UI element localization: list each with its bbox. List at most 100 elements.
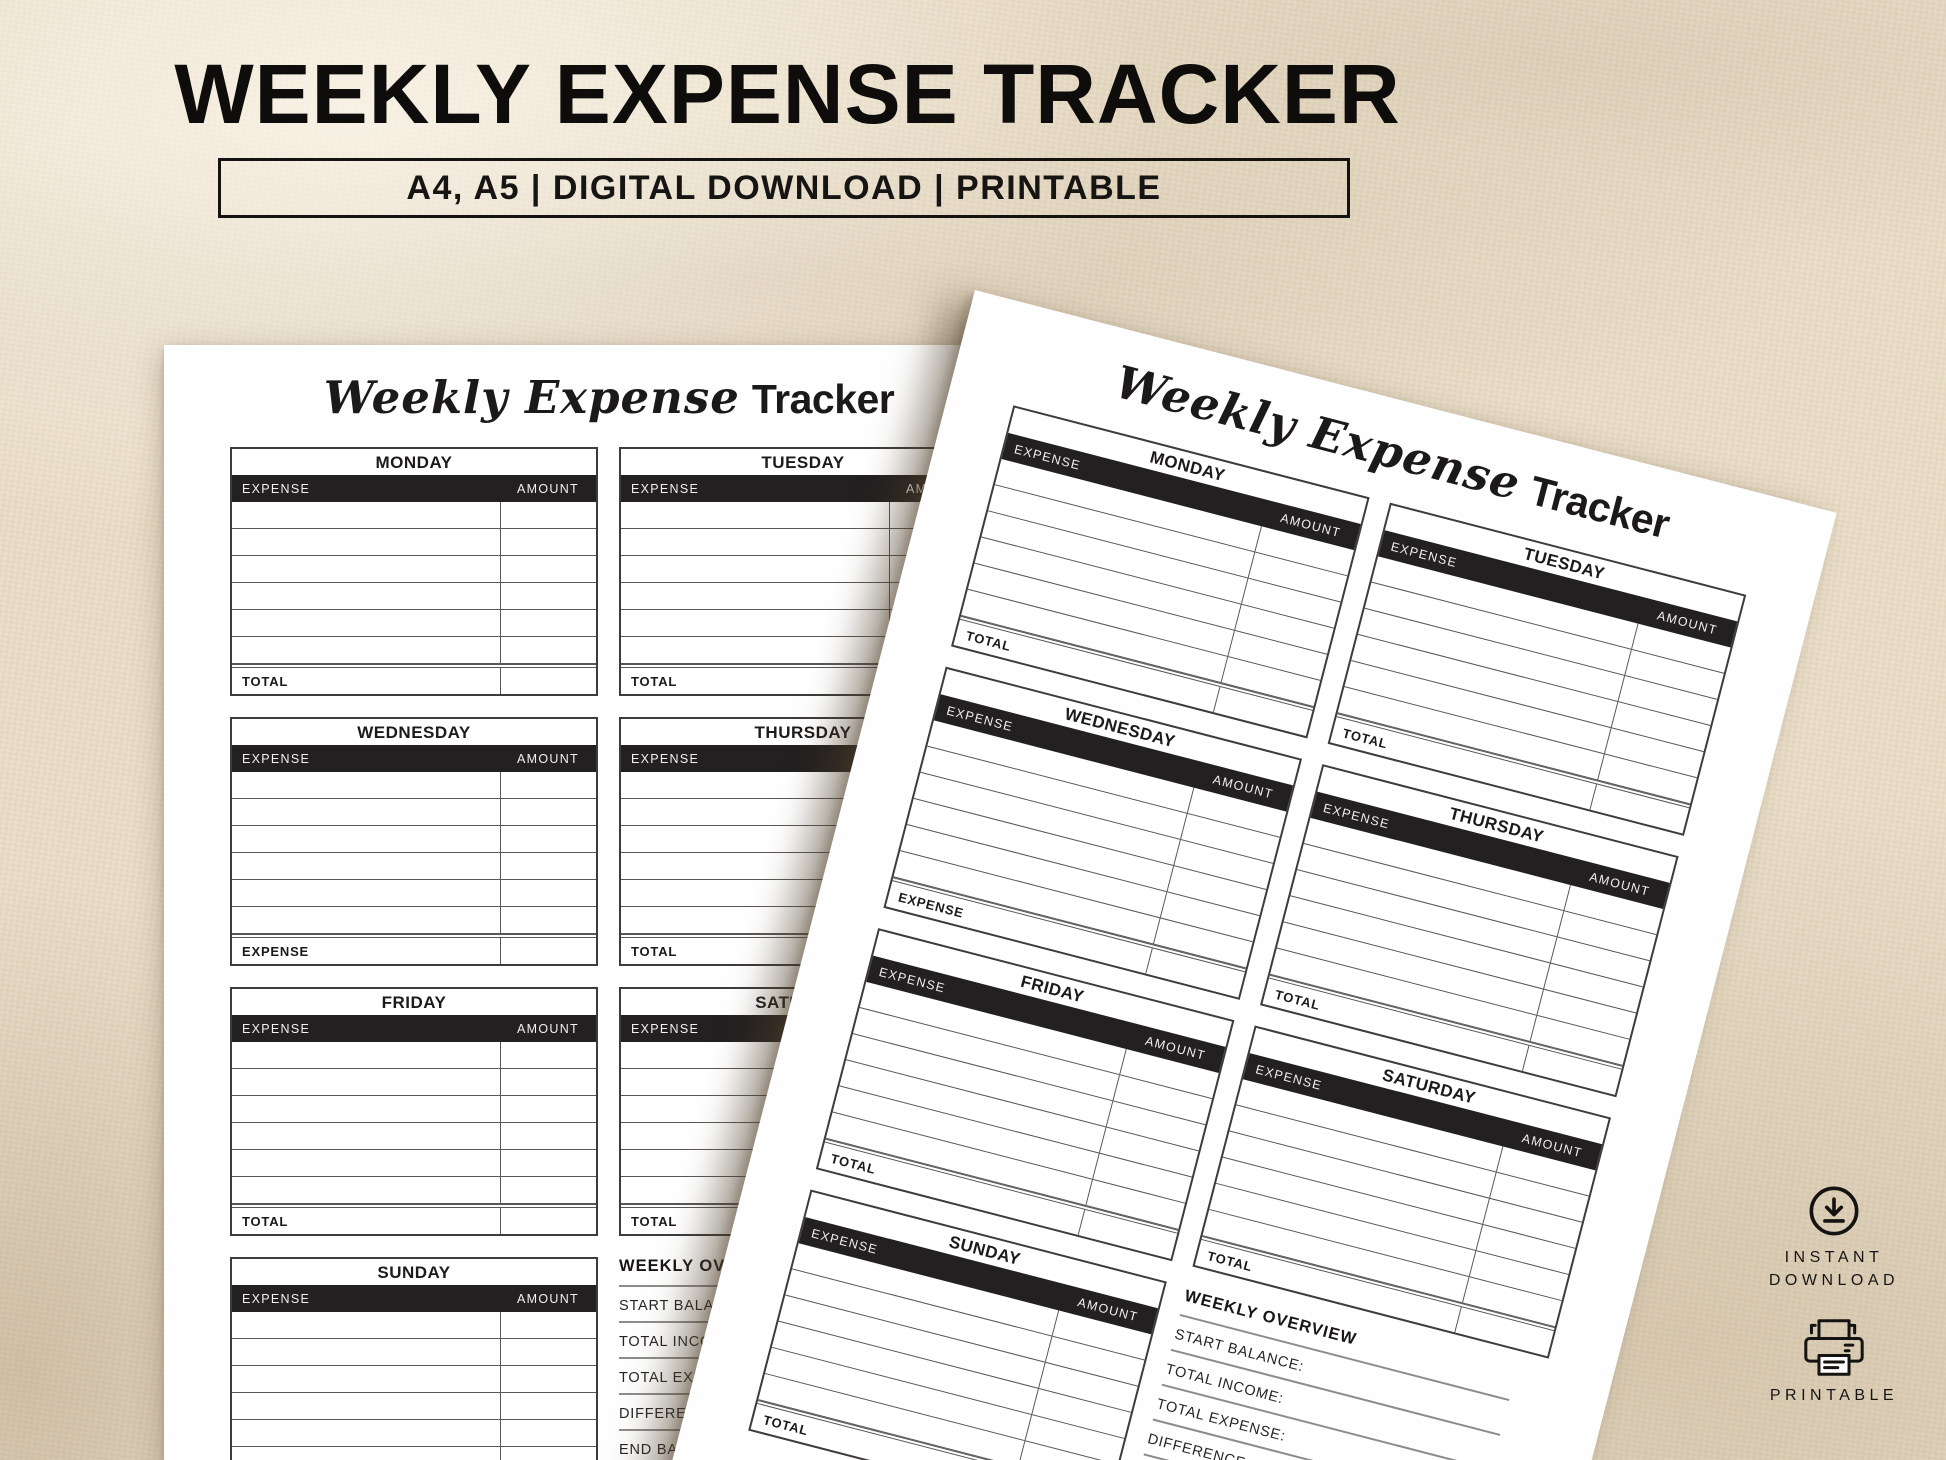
entry-expense-cell	[621, 610, 889, 636]
entry-expense-cell	[232, 1150, 500, 1176]
instant-download-label-line1: INSTANT	[1784, 1249, 1884, 1266]
entry-amount-cell	[500, 1366, 596, 1392]
amount-column-header: AMOUNT	[517, 1021, 579, 1036]
day-table-wednesday: WEDNESDAY EXPENSE AMOUNT EXPENSE	[230, 717, 598, 966]
entry-amount-cell	[500, 502, 596, 528]
expense-column-header: EXPENSE	[631, 751, 700, 766]
amount-column-header: AMOUNT	[517, 751, 579, 766]
entry-row	[232, 826, 596, 853]
entry-amount-cell	[500, 1177, 596, 1203]
sheet-title-bold: Tracker	[751, 376, 895, 422]
entry-row	[232, 907, 596, 934]
entry-amount-cell	[500, 529, 596, 555]
download-circle-icon	[1743, 1182, 1925, 1240]
day-name-label: TUESDAY	[761, 453, 845, 472]
entry-amount-cell	[500, 1420, 596, 1446]
entry-row	[621, 556, 985, 583]
entry-row	[232, 1096, 596, 1123]
entry-row	[621, 583, 985, 610]
entry-amount-cell	[500, 1042, 596, 1068]
sheet-title-script: Weekly Expense	[323, 371, 740, 424]
entry-row	[232, 853, 596, 880]
entry-row	[232, 1312, 596, 1339]
total-row-label: TOTAL	[631, 673, 678, 689]
entry-amount-cell	[500, 556, 596, 582]
entry-expense-cell	[621, 583, 889, 609]
entry-row	[232, 1150, 596, 1177]
entry-amount-cell	[500, 772, 596, 798]
instant-download-label-line2: DOWNLOAD	[1768, 1272, 1900, 1289]
entry-amount-cell	[500, 1312, 596, 1338]
entry-expense-cell	[232, 1393, 500, 1419]
entry-row	[232, 502, 596, 529]
entry-amount-cell	[889, 556, 985, 582]
entry-expense-cell	[232, 907, 500, 933]
entry-expense-cell	[232, 529, 500, 555]
entry-amount-cell	[500, 1150, 596, 1176]
total-amount-cell	[500, 668, 596, 694]
entry-expense-cell	[232, 826, 500, 852]
printable-label: PRINTABLE	[1769, 1387, 1899, 1404]
entry-row	[232, 1339, 596, 1366]
total-row-label: EXPENSE	[242, 943, 310, 959]
page-title: WEEKLY EXPENSE TRACKER	[174, 47, 1401, 141]
expense-column-header: EXPENSE	[242, 1021, 311, 1036]
printer-icon	[1743, 1316, 1925, 1378]
entry-amount-cell	[500, 637, 596, 663]
entry-row	[621, 529, 985, 556]
entry-expense-cell	[232, 1339, 500, 1365]
total-row: EXPENSE	[232, 934, 596, 964]
entry-amount-cell	[500, 583, 596, 609]
format-badge-text: A4, A5 | DIGITAL DOWNLOAD | PRINTABLE	[406, 168, 1162, 207]
entry-amount-cell	[889, 529, 985, 555]
entry-row	[232, 1447, 596, 1460]
entry-expense-cell	[232, 1123, 500, 1149]
entry-amount-cell	[500, 799, 596, 825]
total-amount-cell	[500, 1208, 596, 1234]
day-table-monday: MONDAY EXPENSE AMOUNT TOTAL	[230, 447, 598, 696]
entry-row	[232, 772, 596, 799]
entry-row	[232, 637, 596, 664]
column-header-bar: EXPENSE AMOUNT	[232, 1285, 596, 1312]
entry-amount-cell	[500, 1393, 596, 1419]
entry-amount-cell	[500, 1339, 596, 1365]
sheet-column-left: MONDAY EXPENSE AMOUNT TOTAL WEDNESDAY EXPENSE…	[230, 447, 598, 1460]
entry-amount-cell	[500, 610, 596, 636]
total-row-label: TOTAL	[631, 1213, 678, 1229]
entry-row	[232, 529, 596, 556]
entry-amount-cell	[500, 826, 596, 852]
entry-row	[232, 1420, 596, 1447]
total-row-label: TOTAL	[242, 1213, 289, 1229]
instant-download-badge: INSTANT DOWNLOAD	[1743, 1182, 1925, 1292]
entry-amount-cell	[500, 907, 596, 933]
entry-expense-cell	[232, 1042, 500, 1068]
entry-row	[232, 1366, 596, 1393]
entry-expense-cell	[232, 880, 500, 906]
entry-expense-cell	[232, 1312, 500, 1338]
amount-column-header: AMOUNT	[517, 481, 579, 496]
format-badge: A4, A5 | DIGITAL DOWNLOAD | PRINTABLE	[218, 158, 1350, 218]
entry-amount-cell	[889, 502, 985, 528]
expense-column-header: EXPENSE	[242, 1291, 311, 1306]
entry-expense-cell	[232, 583, 500, 609]
entry-expense-cell	[232, 1420, 500, 1446]
entry-row	[232, 799, 596, 826]
sheet-title-bold: Tracker	[1524, 467, 1675, 548]
total-row-label: TOTAL	[242, 673, 289, 689]
entry-expense-cell	[232, 1447, 500, 1460]
entry-row	[621, 502, 985, 529]
column-header-bar: EXPENSE AMOUNT	[232, 475, 596, 502]
entry-amount-cell	[500, 1069, 596, 1095]
column-header-bar: EXPENSE AMOUNT	[232, 1015, 596, 1042]
entry-row	[232, 1123, 596, 1150]
expense-column-header: EXPENSE	[242, 481, 311, 496]
entry-amount-cell	[889, 583, 985, 609]
entry-row	[232, 1177, 596, 1204]
entry-row	[232, 1069, 596, 1096]
expense-column-header: EXPENSE	[242, 751, 311, 766]
entry-expense-cell	[232, 637, 500, 663]
total-row: TOTAL	[232, 664, 596, 694]
entry-row	[232, 610, 596, 637]
